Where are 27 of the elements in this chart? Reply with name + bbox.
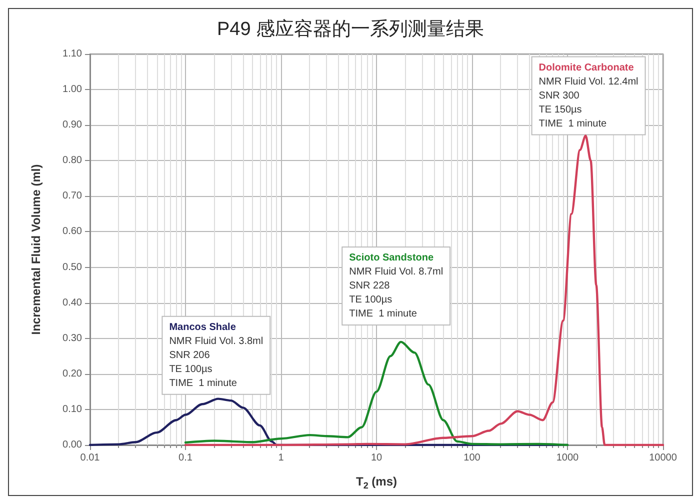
y-tick-label: 0.10 (62, 404, 82, 415)
text: Mancos Shale (169, 322, 236, 333)
x-tick-label: 0.01 (80, 452, 100, 464)
x-tick-label: 1 (278, 452, 284, 464)
annotation: NMR Fluid Vol. 12.4ml SNR 300 TE 150µs TIME 1 minute (538, 76, 638, 130)
text: Dolomite Carbonate (538, 62, 634, 74)
y-tick-label: 0.90 (62, 120, 82, 131)
y-tick-label: 0.60 (62, 226, 82, 238)
y-tick-label: 0.00 (62, 440, 82, 450)
y-tick-label: 0.40 (62, 297, 82, 308)
annotation: NMR Fluid Vol. 8.7ml SNR 228 TE 100µs TIME 1 minute (349, 266, 444, 320)
x-tick-label: 0.1 (178, 452, 193, 464)
annotation: NMR Fluid Vol. 3.8ml SNR 206 TE 100µs TIME 1 minute (169, 336, 264, 389)
y-tick-label: 1.00 (62, 84, 82, 96)
y-axis-title: Incremental Fluid Volume (ml) (29, 164, 43, 335)
y-tick-label: 0.20 (62, 368, 82, 380)
text: Scioto Sandstone (349, 252, 434, 264)
x-tick-label: 10 (370, 452, 382, 464)
x-tick-label: 1000 (556, 452, 580, 464)
x-tick-label: 10000 (649, 452, 678, 464)
x-tick-label: 100 (464, 452, 481, 464)
y-tick-label: 0.70 (62, 190, 82, 202)
y-tick-label: 0.30 (62, 332, 82, 344)
y-tick-label: 0.80 (62, 155, 82, 166)
y-tick-label: 1.10 (62, 48, 82, 60)
y-tick-label: 0.50 (62, 262, 82, 273)
chart-title: P49 感应容器的一系列测量结果 (216, 18, 484, 40)
